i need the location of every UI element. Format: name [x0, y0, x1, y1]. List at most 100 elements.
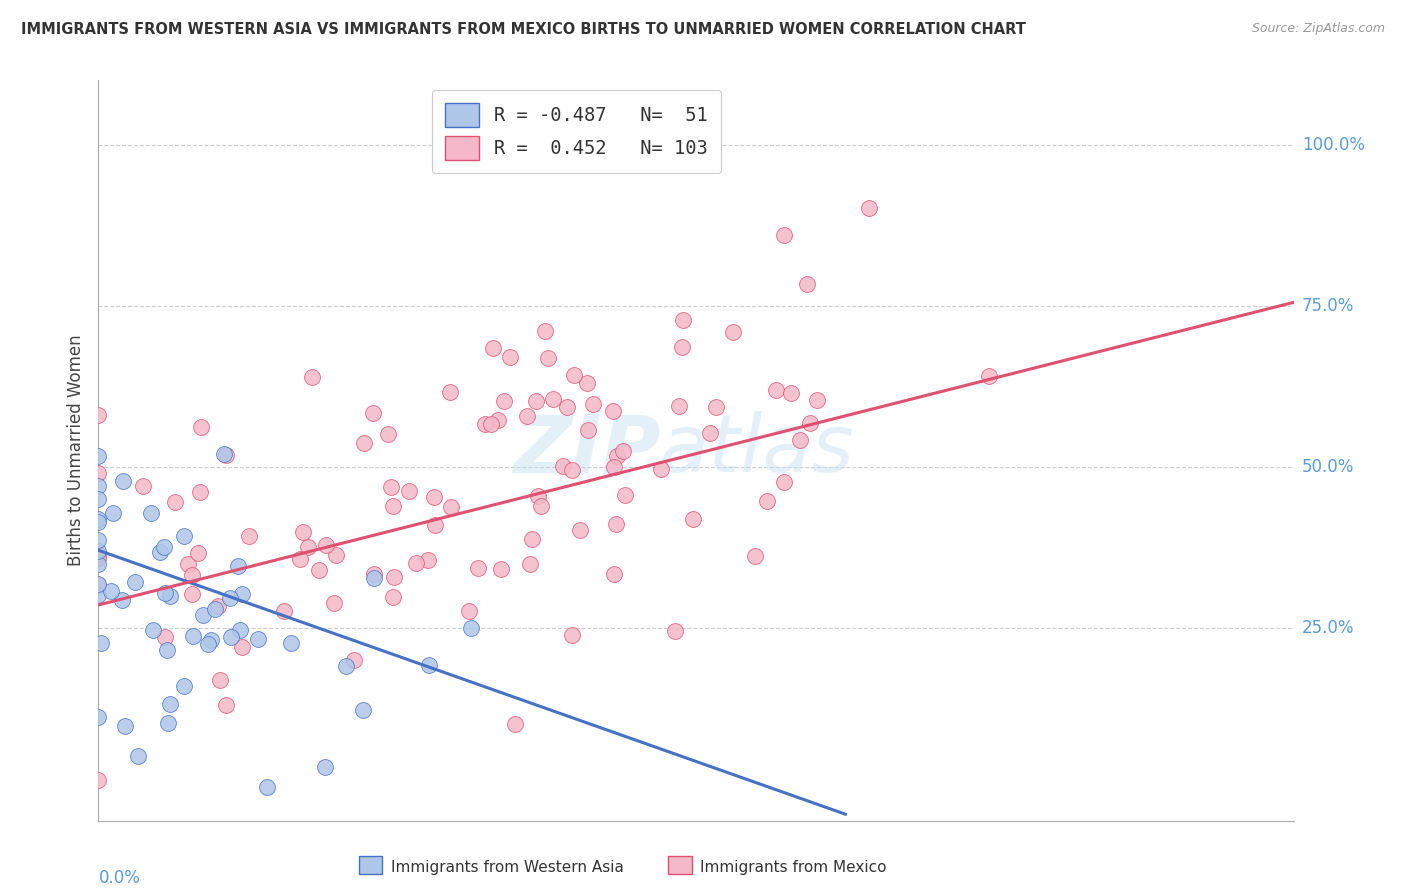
- Point: [524, 394, 547, 409]
- Point: [474, 417, 496, 432]
- Point: [765, 384, 787, 398]
- Point: [721, 325, 744, 339]
- Point: [494, 393, 516, 408]
- Point: [602, 404, 624, 418]
- Point: [197, 637, 219, 651]
- Point: [87, 478, 110, 492]
- Point: [87, 577, 110, 591]
- Point: [209, 673, 232, 688]
- Point: [405, 557, 427, 571]
- Point: [516, 409, 538, 423]
- Point: [181, 587, 204, 601]
- Point: [380, 480, 402, 494]
- Point: [87, 773, 110, 788]
- Text: 0.0%: 0.0%: [98, 869, 141, 887]
- Text: Immigrants from Western Asia: Immigrants from Western Asia: [391, 860, 624, 874]
- Point: [467, 560, 489, 574]
- Point: [100, 583, 122, 598]
- Text: ZIP: ZIP: [513, 411, 661, 490]
- Point: [90, 636, 112, 650]
- Point: [416, 552, 439, 566]
- Point: [603, 566, 626, 581]
- Point: [142, 623, 165, 637]
- Point: [664, 624, 686, 638]
- Point: [553, 458, 575, 473]
- Point: [308, 563, 330, 577]
- Point: [533, 324, 555, 338]
- Point: [363, 571, 385, 585]
- Point: [111, 593, 134, 607]
- Point: [503, 716, 526, 731]
- Point: [155, 586, 177, 600]
- Point: [605, 516, 627, 531]
- Point: [799, 416, 821, 430]
- Point: [489, 562, 512, 576]
- Point: [773, 475, 796, 489]
- Point: [704, 400, 727, 414]
- Point: [215, 448, 238, 462]
- Point: [87, 491, 110, 506]
- Point: [219, 631, 242, 645]
- Text: 75.0%: 75.0%: [1302, 297, 1354, 315]
- Point: [215, 698, 238, 713]
- Point: [200, 632, 222, 647]
- Point: [439, 384, 461, 399]
- Text: Immigrants from Mexico: Immigrants from Mexico: [700, 860, 887, 874]
- Point: [207, 599, 229, 614]
- Point: [124, 575, 146, 590]
- Point: [668, 400, 690, 414]
- Point: [87, 408, 110, 422]
- Point: [132, 479, 155, 493]
- Point: [238, 529, 260, 543]
- Text: Source: ZipAtlas.com: Source: ZipAtlas.com: [1251, 22, 1385, 36]
- Point: [87, 449, 110, 463]
- Point: [423, 518, 446, 533]
- Point: [439, 500, 461, 514]
- Point: [569, 524, 592, 538]
- Point: [188, 485, 211, 500]
- Point: [557, 400, 579, 414]
- Point: [612, 444, 634, 458]
- Legend: R = -0.487   N=  51, R =  0.452   N= 103: R = -0.487 N= 51, R = 0.452 N= 103: [432, 90, 721, 173]
- Point: [87, 710, 110, 724]
- Point: [191, 608, 214, 623]
- Point: [780, 385, 803, 400]
- Point: [789, 433, 811, 447]
- Point: [280, 636, 302, 650]
- Point: [581, 397, 603, 411]
- Point: [159, 590, 181, 604]
- Point: [699, 426, 721, 441]
- Point: [187, 546, 209, 560]
- Point: [756, 493, 779, 508]
- Point: [163, 494, 186, 508]
- Point: [377, 427, 399, 442]
- Point: [541, 392, 564, 407]
- Point: [499, 350, 522, 364]
- Point: [87, 578, 110, 592]
- Text: atlas: atlas: [661, 411, 855, 490]
- Point: [744, 549, 766, 563]
- Point: [87, 515, 110, 529]
- Y-axis label: Births to Unmarried Women: Births to Unmarried Women: [66, 334, 84, 566]
- Point: [603, 460, 626, 475]
- Point: [343, 653, 366, 667]
- Point: [87, 547, 110, 561]
- Point: [479, 417, 502, 431]
- Point: [858, 201, 880, 215]
- Point: [204, 601, 226, 615]
- Point: [288, 552, 311, 566]
- Text: IMMIGRANTS FROM WESTERN ASIA VS IMMIGRANTS FROM MEXICO BIRTHS TO UNMARRIED WOMEN: IMMIGRANTS FROM WESTERN ASIA VS IMMIGRAN…: [21, 22, 1026, 37]
- Point: [671, 340, 693, 354]
- Point: [87, 588, 110, 602]
- Point: [457, 604, 479, 618]
- Point: [650, 462, 672, 476]
- Point: [246, 632, 269, 647]
- Point: [363, 567, 385, 582]
- Point: [256, 780, 278, 794]
- Point: [352, 703, 374, 717]
- Text: 50.0%: 50.0%: [1302, 458, 1354, 475]
- Point: [101, 506, 124, 520]
- Point: [682, 512, 704, 526]
- Point: [226, 558, 249, 573]
- Point: [561, 627, 583, 641]
